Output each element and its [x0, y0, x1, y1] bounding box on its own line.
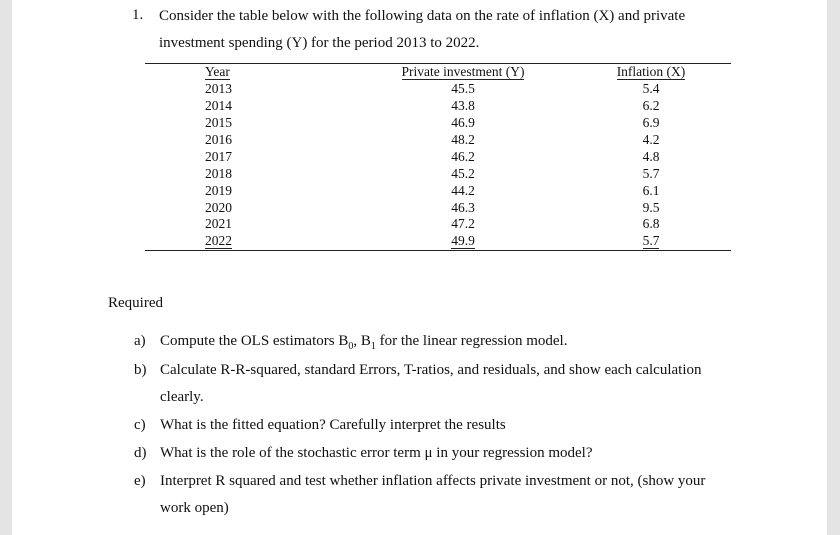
cell-inflation: 6.2: [642, 98, 660, 114]
table-row: 2020 46.3 9.5: [145, 199, 731, 216]
table-row: 2015 46.9 6.9: [145, 115, 731, 132]
cell-inflation: 5.7: [642, 165, 660, 181]
table-row: 2019 44.2 6.1: [145, 182, 731, 199]
table-row: 2017 46.2 4.8: [145, 148, 731, 165]
cell-investment: 47.2: [451, 216, 475, 232]
cell-year: 2014: [205, 98, 232, 114]
required-item-c: c) What is the fitted equation? Carefully…: [134, 417, 506, 433]
table-row: 2018 45.2 5.7: [145, 165, 731, 182]
required-item-b: b) Calculate R-R-squared, standard Errors…: [134, 362, 702, 378]
cell-investment: 49.9: [355, 232, 571, 251]
cell-investment: 45.5: [451, 81, 475, 97]
cell-inflation: 9.5: [642, 199, 660, 215]
cell-year: 2019: [205, 182, 232, 198]
header-year: Year: [145, 62, 355, 81]
cell-investment: 48.2: [451, 132, 475, 147]
cell-year: 2015: [205, 115, 232, 131]
table-row: 2013 45.5 5.4: [145, 81, 731, 98]
required-item-d: d) What is the role of the stochastic err…: [134, 445, 593, 461]
document-page: 1. Consider the table below with the fol…: [12, 0, 827, 535]
required-item-e-continuation: work open): [160, 500, 229, 516]
required-item-a: a) Compute the OLS estimators B0, B1 for …: [134, 333, 568, 352]
cell-year: 2017: [205, 148, 232, 164]
cell-year: 2013: [205, 81, 232, 97]
table-row: 2022 49.9 5.7: [145, 232, 731, 251]
cell-inflation: 6.1: [642, 182, 660, 198]
cell-inflation: 5.7: [571, 232, 731, 251]
header-private-investment: Private investment (Y): [355, 62, 571, 81]
table-row: 2021 47.2 6.8: [145, 216, 731, 233]
cell-year: 2018: [205, 165, 232, 181]
cell-investment: 45.2: [451, 165, 475, 181]
table-row: 2016 48.2 4.2: [145, 132, 731, 149]
cell-inflation: 4.2: [642, 132, 660, 147]
question-number: 1.: [132, 7, 144, 23]
data-table: Year Private investment (Y) Inflation (X…: [145, 62, 731, 251]
required-heading: Required: [108, 295, 163, 311]
cell-investment: 46.2: [451, 148, 475, 164]
cell-inflation: 6.8: [642, 216, 660, 232]
cell-year: 2022: [145, 232, 355, 251]
cell-year: 2020: [205, 199, 232, 215]
cell-investment: 43.8: [451, 98, 475, 114]
question-text-line2: investment spending (Y) for the period 2…: [159, 35, 480, 51]
cell-inflation: 4.8: [642, 148, 660, 164]
cell-inflation: 6.9: [642, 115, 660, 131]
cell-investment: 46.3: [451, 199, 475, 215]
required-item-b-continuation: clearly.: [160, 389, 204, 405]
cell-investment: 46.9: [451, 115, 475, 131]
question-text-line1: Consider the table below with the follow…: [159, 8, 686, 24]
cell-year: 2016: [205, 132, 232, 147]
required-item-e: e) Interpret R squared and test whether i…: [134, 473, 706, 489]
cell-year: 2021: [205, 216, 232, 232]
table-row: 2014 43.8 6.2: [145, 98, 731, 115]
cell-inflation: 5.4: [642, 81, 660, 97]
header-inflation: Inflation (X): [571, 62, 731, 81]
cell-investment: 44.2: [451, 182, 475, 198]
table-header-row: Year Private investment (Y) Inflation (X…: [145, 62, 731, 81]
